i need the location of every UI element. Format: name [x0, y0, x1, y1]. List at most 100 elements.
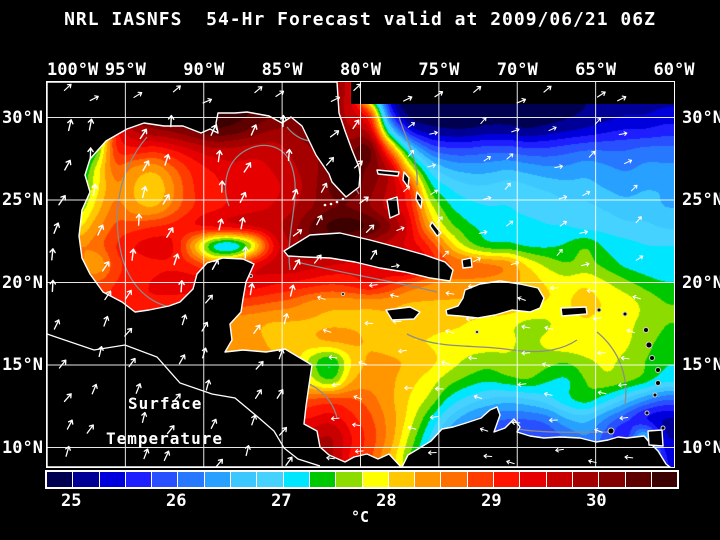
wind-barb-icon — [86, 424, 94, 434]
wind-barb-icon — [483, 155, 491, 162]
wind-barb-icon — [558, 195, 568, 200]
wind-barb-icon — [58, 359, 67, 369]
colorbar-cell — [47, 472, 73, 487]
wind-barb-icon — [594, 428, 603, 433]
wind-barb-icon — [521, 324, 531, 330]
wind-barb-icon — [635, 255, 644, 261]
lon-tick-label: 60°W — [653, 60, 695, 80]
wind-barb-icon — [251, 414, 257, 426]
wind-barb-icon — [325, 156, 335, 166]
wind-barb-icon — [548, 126, 557, 132]
colorbar-tick: 27 — [271, 491, 292, 511]
wind-barb-icon — [442, 250, 449, 258]
landmass — [647, 429, 664, 447]
lon-tick-label: 65°W — [575, 60, 617, 80]
wind-barb-icon — [596, 91, 606, 98]
wind-barb-icon — [555, 447, 564, 453]
wind-barb-icon — [391, 263, 400, 269]
wind-barb-icon — [285, 148, 293, 162]
wind-barb-icon — [358, 360, 367, 366]
wind-barb-icon — [617, 95, 627, 102]
small-islands — [249, 274, 666, 435]
lon-tick-label: 100°W — [47, 60, 99, 80]
wind-barb-icon — [242, 246, 249, 259]
wind-barb-icon — [285, 456, 293, 467]
wind-barb-icon — [143, 448, 150, 460]
wind-barb-icon — [618, 131, 628, 136]
wind-barb-icon — [101, 261, 110, 272]
colorbar-tick: 29 — [481, 491, 502, 511]
landmass — [385, 306, 421, 321]
temperature-colorbar — [45, 470, 679, 489]
wind-barb-icon — [291, 188, 299, 201]
wind-barb-icon — [64, 159, 72, 171]
lon-tick-label: 85°W — [261, 60, 303, 80]
wind-barb-icon — [178, 280, 185, 293]
wind-barb-icon — [172, 85, 181, 93]
colorbar-unit-label: °C — [350, 508, 370, 526]
map-annotation-temperature: Temperature — [106, 429, 223, 448]
wind-barb-icon — [243, 162, 252, 173]
wind-barb-icon — [322, 328, 332, 333]
wind-barb-icon — [89, 95, 99, 102]
wind-barb-icon — [543, 85, 552, 93]
wind-barb-icon — [166, 227, 174, 238]
wind-barb-icon — [53, 319, 61, 330]
wind-barb-icon — [218, 180, 226, 193]
wind-barb-icon — [480, 117, 487, 125]
wind-barb-icon — [352, 119, 360, 130]
wind-barb-icon — [429, 414, 439, 420]
wind-barb-icon — [124, 327, 133, 337]
wind-barb-icon — [331, 382, 341, 388]
colorbar-cell — [230, 472, 257, 487]
wind-barb-icon — [506, 220, 514, 227]
wind-barb-icon — [517, 382, 527, 387]
wind-barb-icon — [104, 290, 112, 301]
wind-barb-icon — [275, 90, 285, 97]
wind-barb-icon — [239, 191, 247, 204]
lon-tick-label: 95°W — [104, 60, 146, 80]
wind-barb-icon — [67, 119, 74, 132]
wind-barb-icon — [210, 124, 218, 136]
wind-barb-icon — [556, 248, 563, 256]
lon-tick-label: 90°W — [183, 60, 225, 80]
wind-barb-icon — [368, 283, 378, 288]
colorbar-cell — [598, 472, 625, 487]
wind-barb-icon — [473, 394, 483, 400]
lon-tick-label: 75°W — [418, 60, 460, 80]
wind-barb-icon — [313, 254, 322, 264]
colorbar-cell — [571, 472, 599, 487]
wind-barb-icon — [201, 321, 209, 332]
wind-barb-icon — [473, 85, 482, 93]
colorbar-cell — [98, 472, 125, 487]
wind-barb-icon — [63, 83, 72, 92]
wind-barb-icon — [91, 383, 98, 395]
wind-barb-icon — [624, 159, 633, 165]
wind-barb-icon — [430, 189, 438, 195]
landmass — [429, 221, 442, 237]
wind-barb-icon — [293, 259, 301, 270]
wind-barb-icon — [135, 213, 143, 226]
lat-tick-label: 20°N — [682, 272, 720, 293]
wind-barb-icon — [582, 190, 591, 196]
wind-barb-icon — [624, 454, 634, 460]
wind-barb-icon — [172, 393, 181, 403]
wind-barb-icon — [404, 385, 413, 391]
wind-barb-icon — [542, 362, 551, 367]
wind-barb-icon — [133, 91, 143, 99]
lat-tick-label: 30°N — [682, 107, 720, 128]
wind-barb-icon — [392, 319, 402, 324]
wind-barb-icon — [317, 295, 326, 301]
wind-barb-icon — [58, 194, 66, 206]
wind-barb-icon — [597, 390, 607, 396]
wind-barb-icon — [359, 196, 369, 204]
sst-map — [46, 81, 675, 468]
wind-barb-icon — [248, 282, 255, 296]
lat-tick-label: 30°N — [2, 107, 43, 128]
landmass — [402, 171, 410, 188]
wind-barb-icon — [434, 386, 444, 392]
wind-barb-icon — [618, 382, 627, 388]
wind-barb-icon — [87, 118, 95, 131]
wind-barb-icon — [445, 329, 454, 334]
colorbar-tick-labels: 25 26 27 28 29 30 — [45, 491, 675, 511]
